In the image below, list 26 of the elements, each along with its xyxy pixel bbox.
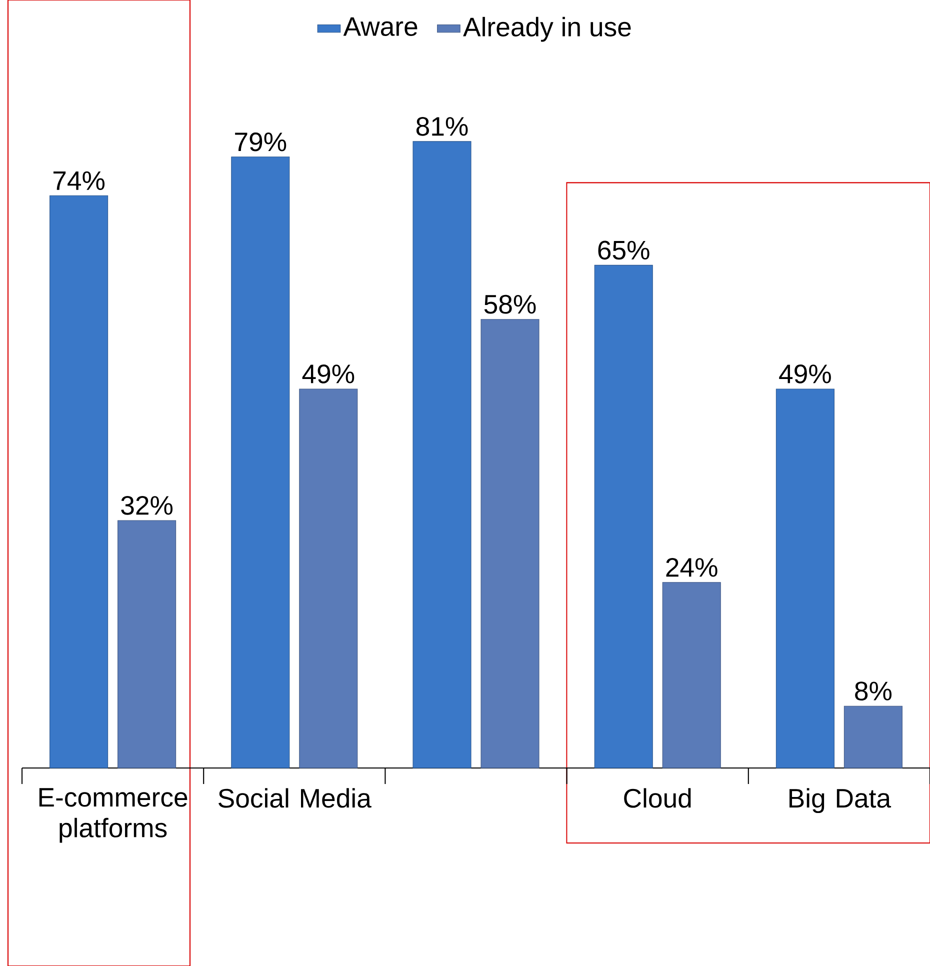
bar	[594, 264, 653, 768]
data-label: 58%	[484, 294, 536, 314]
bar	[844, 706, 902, 768]
data-label: 49%	[779, 364, 831, 384]
data-label: 74%	[53, 171, 105, 190]
data-label: 65%	[598, 240, 650, 260]
bar	[118, 520, 176, 768]
x-tick-label: Big Data	[790, 788, 892, 814]
bar	[299, 388, 358, 768]
data-label: 8%	[855, 682, 892, 700]
data-label: 32%	[121, 496, 173, 515]
bar	[776, 388, 834, 768]
bar	[412, 141, 472, 768]
data-label: 24%	[666, 558, 718, 577]
bar	[231, 156, 290, 768]
legend-label: Aware	[343, 17, 418, 36]
bar	[480, 319, 540, 768]
data-label: 79%	[235, 132, 286, 152]
x-tick-label: Cloud	[624, 788, 691, 808]
bar	[662, 582, 721, 768]
x-tick-label: Social Media	[218, 788, 372, 808]
bar	[50, 195, 108, 768]
x-tick-label: E-commerce platforms	[39, 788, 188, 843]
data-label: 49%	[302, 364, 354, 384]
legend-label: Already in use	[463, 16, 631, 42]
data-label: 81%	[416, 116, 468, 136]
